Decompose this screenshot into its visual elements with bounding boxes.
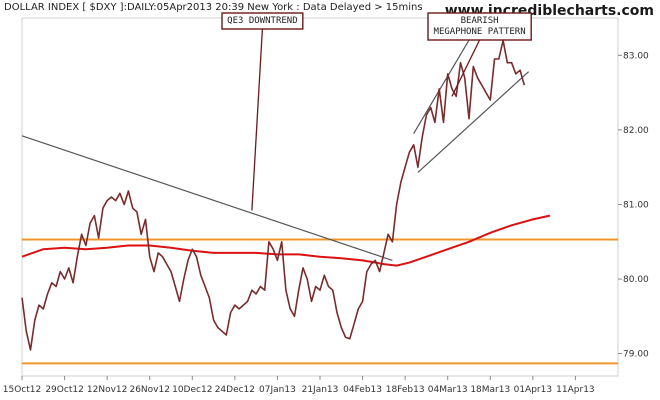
x-tick-label: 12Nov12 [87, 385, 127, 395]
y-tick-label: 80.00 [623, 275, 649, 285]
x-tick-label: 15Oct12 [3, 385, 41, 395]
moving-average-line [21, 214, 551, 267]
annotation-leader [251, 28, 264, 211]
x-tick-label: 07Jan13 [259, 385, 296, 395]
x-tick-label: 10Dec12 [172, 385, 212, 395]
x-tick-label: 18Feb13 [386, 385, 425, 395]
x-tick-label: 04Feb13 [343, 385, 382, 395]
x-tick-label: 26Nov12 [129, 385, 169, 395]
price-layer [21, 39, 526, 351]
horizontal-lines-layer [22, 238, 618, 365]
megaphone-upper-trendline [413, 32, 474, 134]
moving-average-layer [21, 214, 551, 267]
trendlines-layer [21, 32, 530, 261]
y-tick-label: 82.00 [623, 126, 649, 136]
x-tick-label: 04Mar13 [428, 385, 468, 395]
annotation-leader [451, 39, 481, 97]
annotation-qe3: QE3 DOWNTREND [221, 12, 304, 211]
annotation-text: QE3 DOWNTREND [227, 16, 297, 26]
x-tick-label: 21Jan13 [302, 385, 339, 395]
downtrend-trendline [21, 135, 393, 261]
x-tick-label: 11Apr13 [556, 385, 594, 395]
x-tick-label: 18Mar13 [470, 385, 510, 395]
y-tick-label: 79.00 [623, 350, 649, 360]
y-tick-label: 81.00 [623, 200, 649, 210]
annotation-text: MEGAPHONE PATTERN [434, 27, 526, 37]
megaphone-lower-trendline [417, 71, 530, 173]
x-tick-label: 24Dec12 [215, 385, 255, 395]
annotation-text: BEARISH [461, 16, 499, 26]
price-line [21, 39, 526, 351]
y-tick-label: 83.00 [623, 51, 649, 61]
x-axis: 15Oct12 29Oct12 12Nov12 26Nov12 10Dec12 24Dec… [3, 376, 595, 395]
x-tick-label: 01Apr13 [514, 385, 552, 395]
y-axis: 79.00 80.00 81.00 82.00 83.00 [618, 51, 649, 360]
x-tick-label: 29Oct12 [45, 385, 83, 395]
chart-title: DOLLAR INDEX [ $DXY ]:DAILY:05Apr2013 20… [4, 2, 423, 13]
